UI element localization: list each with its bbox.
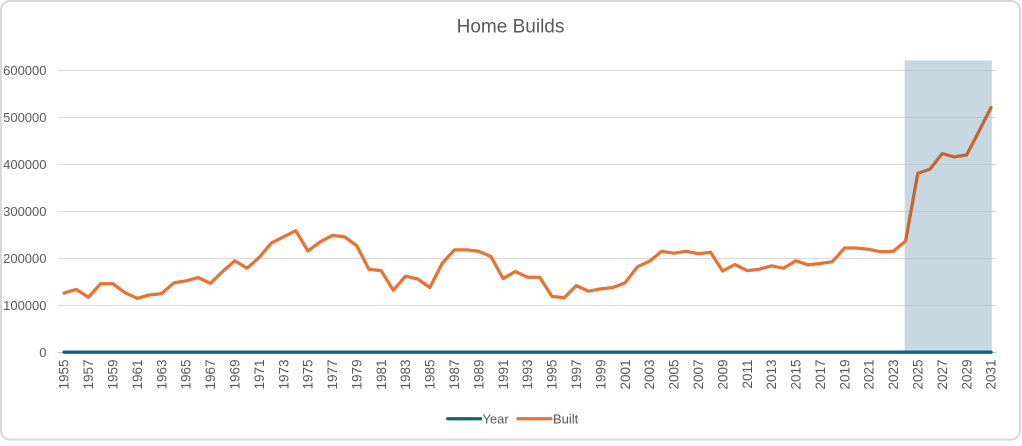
svg-text:1979: 1979: [349, 360, 364, 390]
svg-text:1959: 1959: [106, 360, 121, 390]
svg-text:1957: 1957: [81, 360, 96, 390]
svg-text:2015: 2015: [789, 360, 804, 390]
svg-text:2017: 2017: [813, 360, 828, 390]
svg-text:2009: 2009: [715, 360, 730, 390]
svg-text:2011: 2011: [740, 360, 755, 389]
svg-text:400000: 400000: [3, 157, 46, 172]
svg-text:1993: 1993: [520, 360, 535, 390]
svg-text:2021: 2021: [862, 360, 877, 390]
svg-text:1969: 1969: [228, 360, 243, 390]
svg-text:2019: 2019: [837, 360, 852, 390]
svg-text:1975: 1975: [301, 360, 316, 390]
svg-text:2029: 2029: [959, 360, 974, 390]
svg-text:Year: Year: [482, 411, 509, 426]
svg-text:2025: 2025: [911, 360, 926, 390]
svg-text:1997: 1997: [569, 360, 584, 390]
svg-text:1973: 1973: [276, 360, 291, 390]
svg-text:500000: 500000: [3, 110, 46, 125]
svg-text:100000: 100000: [3, 298, 46, 313]
svg-text:1977: 1977: [325, 360, 340, 390]
svg-text:2007: 2007: [691, 360, 706, 390]
svg-text:200000: 200000: [3, 251, 46, 266]
svg-text:1965: 1965: [179, 360, 194, 390]
svg-text:1983: 1983: [398, 360, 413, 390]
svg-text:2023: 2023: [886, 360, 901, 390]
svg-text:2013: 2013: [764, 360, 779, 390]
svg-text:2003: 2003: [642, 360, 657, 390]
svg-text:300000: 300000: [3, 204, 46, 219]
svg-text:1967: 1967: [203, 360, 218, 390]
svg-text:2001: 2001: [618, 360, 633, 390]
svg-text:1999: 1999: [593, 360, 608, 390]
svg-text:1981: 1981: [374, 360, 389, 390]
svg-text:1971: 1971: [252, 360, 267, 390]
svg-text:2031: 2031: [984, 360, 999, 390]
svg-text:1995: 1995: [545, 360, 560, 390]
svg-text:Built: Built: [553, 411, 579, 426]
svg-text:1989: 1989: [471, 360, 486, 390]
svg-text:1985: 1985: [423, 360, 438, 390]
svg-text:2027: 2027: [935, 360, 950, 390]
svg-text:1963: 1963: [154, 360, 169, 390]
svg-text:2005: 2005: [667, 360, 682, 390]
svg-text:1961: 1961: [130, 360, 145, 390]
svg-text:0: 0: [39, 345, 46, 360]
svg-text:1991: 1991: [496, 360, 511, 390]
svg-text:1955: 1955: [57, 360, 72, 390]
svg-text:600000: 600000: [3, 63, 46, 78]
svg-text:Home Builds: Home Builds: [457, 16, 565, 37]
svg-text:1987: 1987: [447, 360, 462, 390]
